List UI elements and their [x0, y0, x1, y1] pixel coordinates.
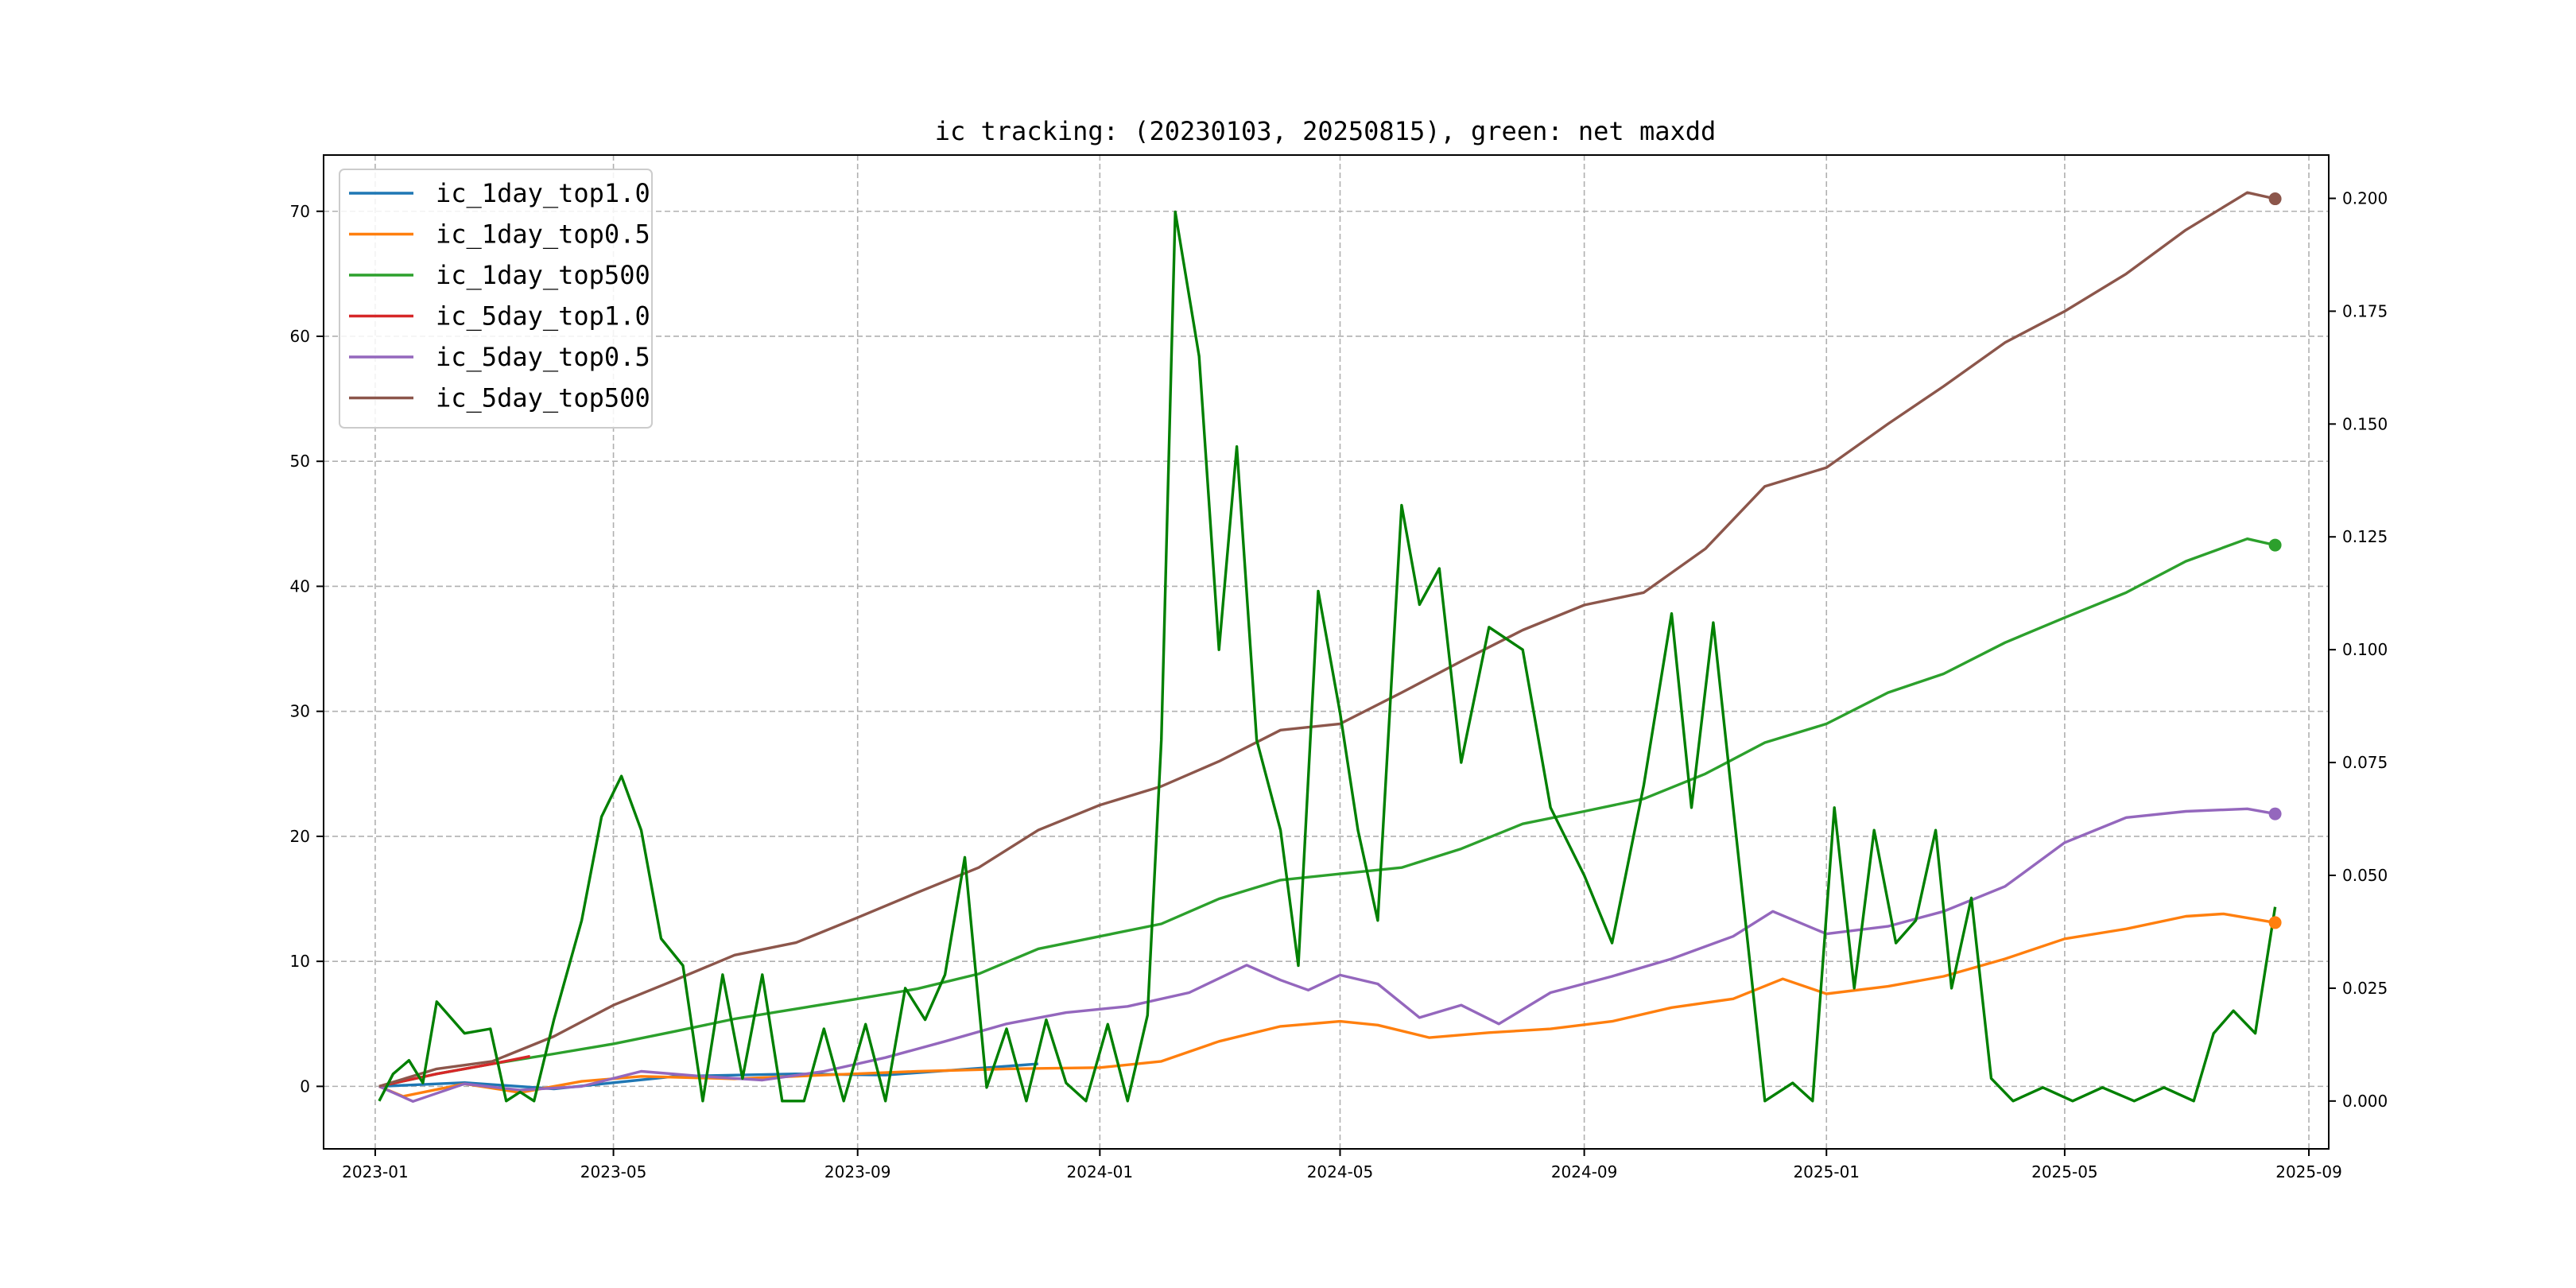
- series-line-2: [378, 537, 2275, 1088]
- end-markers: [2268, 192, 2282, 929]
- series-lines: [378, 191, 2277, 1104]
- y-right-tick-label-7: 0.175: [2342, 301, 2388, 320]
- grid: [324, 155, 2329, 1149]
- series-end-marker-2: [2268, 538, 2282, 552]
- series-end-marker-4: [2268, 807, 2282, 821]
- y-right-tick-label-5: 0.125: [2342, 527, 2388, 546]
- legend: ic_1day_top1.0 ic_1day_top0.5 ic_1day_top5…: [339, 169, 653, 429]
- chart-title: ic tracking: (20230103, 20250815), green…: [935, 116, 1717, 146]
- x-tick-label-7: 2025-05: [2031, 1162, 2098, 1181]
- series-line-5: [378, 191, 2275, 1088]
- legend-label-0: ic_1day_top1.0: [436, 178, 650, 208]
- y-left-tick-label-2: 20: [290, 827, 310, 846]
- y-right-tick-label-3: 0.075: [2342, 753, 2388, 772]
- y-right-tick-label-0: 0.000: [2342, 1092, 2388, 1111]
- legend-label-2: ic_1day_top500: [436, 260, 650, 290]
- y-left-tick-label-3: 30: [290, 702, 310, 721]
- y-axis-left-ticks: 0 10 20 30 40 50 60 70: [290, 202, 324, 1096]
- y-left-tick-label-5: 50: [290, 452, 310, 471]
- y-left-tick-label-4: 40: [290, 576, 310, 596]
- x-tick-label-1: 2023-05: [580, 1162, 647, 1181]
- legend-label-3: ic_5day_top1.0: [436, 301, 650, 332]
- y-right-tick-label-6: 0.150: [2342, 414, 2388, 433]
- x-tick-label-8: 2025-09: [2275, 1162, 2342, 1181]
- legend-label-5: ic_5day_top500: [436, 383, 650, 413]
- series-line-6: [378, 210, 2277, 1103]
- y-right-tick-label-2: 0.050: [2342, 866, 2388, 885]
- y-left-tick-label-1: 10: [290, 952, 310, 971]
- series-line-3: [378, 1054, 531, 1088]
- y-left-tick-label-6: 60: [290, 327, 310, 346]
- y-right-tick-label-8: 0.200: [2342, 188, 2388, 208]
- y-axis-right-ticks: 0.000 0.025 0.050 0.075 0.100 0.125 0.150 0.175…: [2329, 188, 2388, 1111]
- x-tick-label-5: 2024-09: [1551, 1162, 1618, 1181]
- legend-label-1: ic_1day_top0.5: [436, 219, 650, 250]
- plot-area-frame: [323, 154, 2330, 1150]
- legend-box: [339, 169, 653, 429]
- series-end-marker-5: [2268, 192, 2282, 206]
- y-left-tick-label-0: 0: [300, 1077, 310, 1096]
- legend-label-4: ic_5day_top0.5: [436, 342, 650, 372]
- series-end-marker-1: [2268, 916, 2282, 929]
- x-tick-label-3: 2024-01: [1067, 1162, 1134, 1181]
- y-left-tick-label-7: 70: [290, 202, 310, 221]
- x-tick-label-0: 2023-01: [342, 1162, 409, 1181]
- x-axis-ticks: 2023-01 2023-05 2023-09 2024-01 2024-05 2024-…: [342, 1149, 2342, 1181]
- x-tick-label-4: 2024-05: [1307, 1162, 1374, 1181]
- series-line-1: [378, 912, 2275, 1098]
- x-tick-label-6: 2025-01: [1793, 1162, 1860, 1181]
- y-right-tick-label-4: 0.100: [2342, 640, 2388, 659]
- x-tick-label-2: 2023-09: [824, 1162, 891, 1181]
- y-right-tick-label-1: 0.025: [2342, 979, 2388, 998]
